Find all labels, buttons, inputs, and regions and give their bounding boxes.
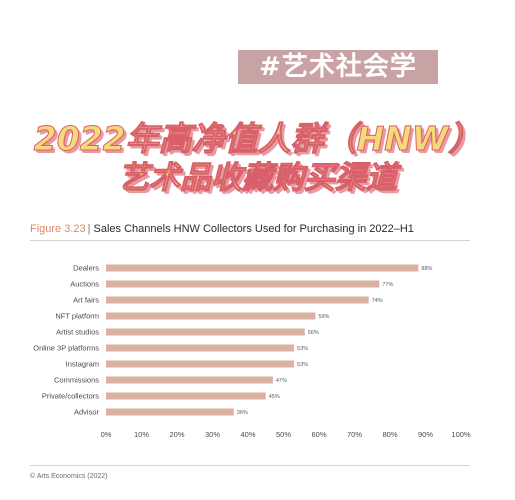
category-label: Auctions (70, 280, 99, 289)
figure-title: Sales Channels HNW Collectors Used for P… (93, 223, 414, 235)
value-label: 47% (276, 378, 287, 384)
category-label: Dealers (73, 264, 99, 273)
x-tick-label: 90% (418, 430, 433, 439)
value-label: 45% (269, 394, 280, 400)
bar (106, 264, 419, 272)
bar (106, 408, 234, 416)
x-tick-label: 50% (276, 430, 291, 439)
x-tick-label: 100% (451, 430, 471, 439)
category-label: Artist studios (56, 328, 99, 337)
footer-rule (30, 465, 470, 466)
headline-line-1: 2022年高净值人群（HNW） (33, 119, 482, 159)
category-label: Private/collectors (42, 392, 99, 401)
value-label: 53% (297, 362, 308, 368)
value-label: 88% (421, 266, 432, 272)
category-label: Online 3P platforms (33, 344, 99, 353)
caption-rule (30, 240, 470, 241)
source-credit: © Arts Economics (2022) (30, 473, 108, 480)
category-label: Commissions (54, 376, 99, 385)
value-label: 77% (382, 282, 393, 288)
category-label: Art fairs (73, 296, 99, 305)
value-label: 53% (297, 346, 308, 352)
value-label: 59% (318, 314, 329, 320)
bar (106, 312, 316, 320)
x-tick-label: 70% (347, 430, 362, 439)
bar (106, 328, 305, 336)
bar (106, 296, 369, 304)
hashtag-banner: #艺术社会学 (238, 50, 438, 84)
figure-caption: Figure 3.23 | Sales Channels HNW Collector… (30, 223, 414, 235)
bar (106, 344, 295, 352)
category-label: NFT platform (55, 312, 99, 321)
x-tick-label: 40% (240, 430, 255, 439)
bar (106, 392, 266, 400)
category-label: Advisor (74, 408, 100, 417)
bar (106, 360, 295, 368)
x-tick-label: 60% (311, 430, 326, 439)
figure-number: Figure 3.23 (30, 223, 86, 235)
figure-separator: | (87, 223, 91, 235)
x-tick-label: 10% (134, 430, 149, 439)
value-label: 74% (372, 298, 383, 304)
value-label: 36% (237, 410, 248, 416)
value-label: 56% (308, 330, 319, 336)
x-tick-label: 80% (382, 430, 397, 439)
x-tick-label: 20% (169, 430, 184, 439)
category-label: Instagram (66, 360, 99, 369)
bar (106, 376, 273, 384)
x-tick-label: 30% (205, 430, 220, 439)
bar (106, 280, 380, 288)
x-tick-label: 0% (101, 430, 112, 439)
headline-line-2: 艺术品收藏购买渠道 (118, 160, 398, 197)
